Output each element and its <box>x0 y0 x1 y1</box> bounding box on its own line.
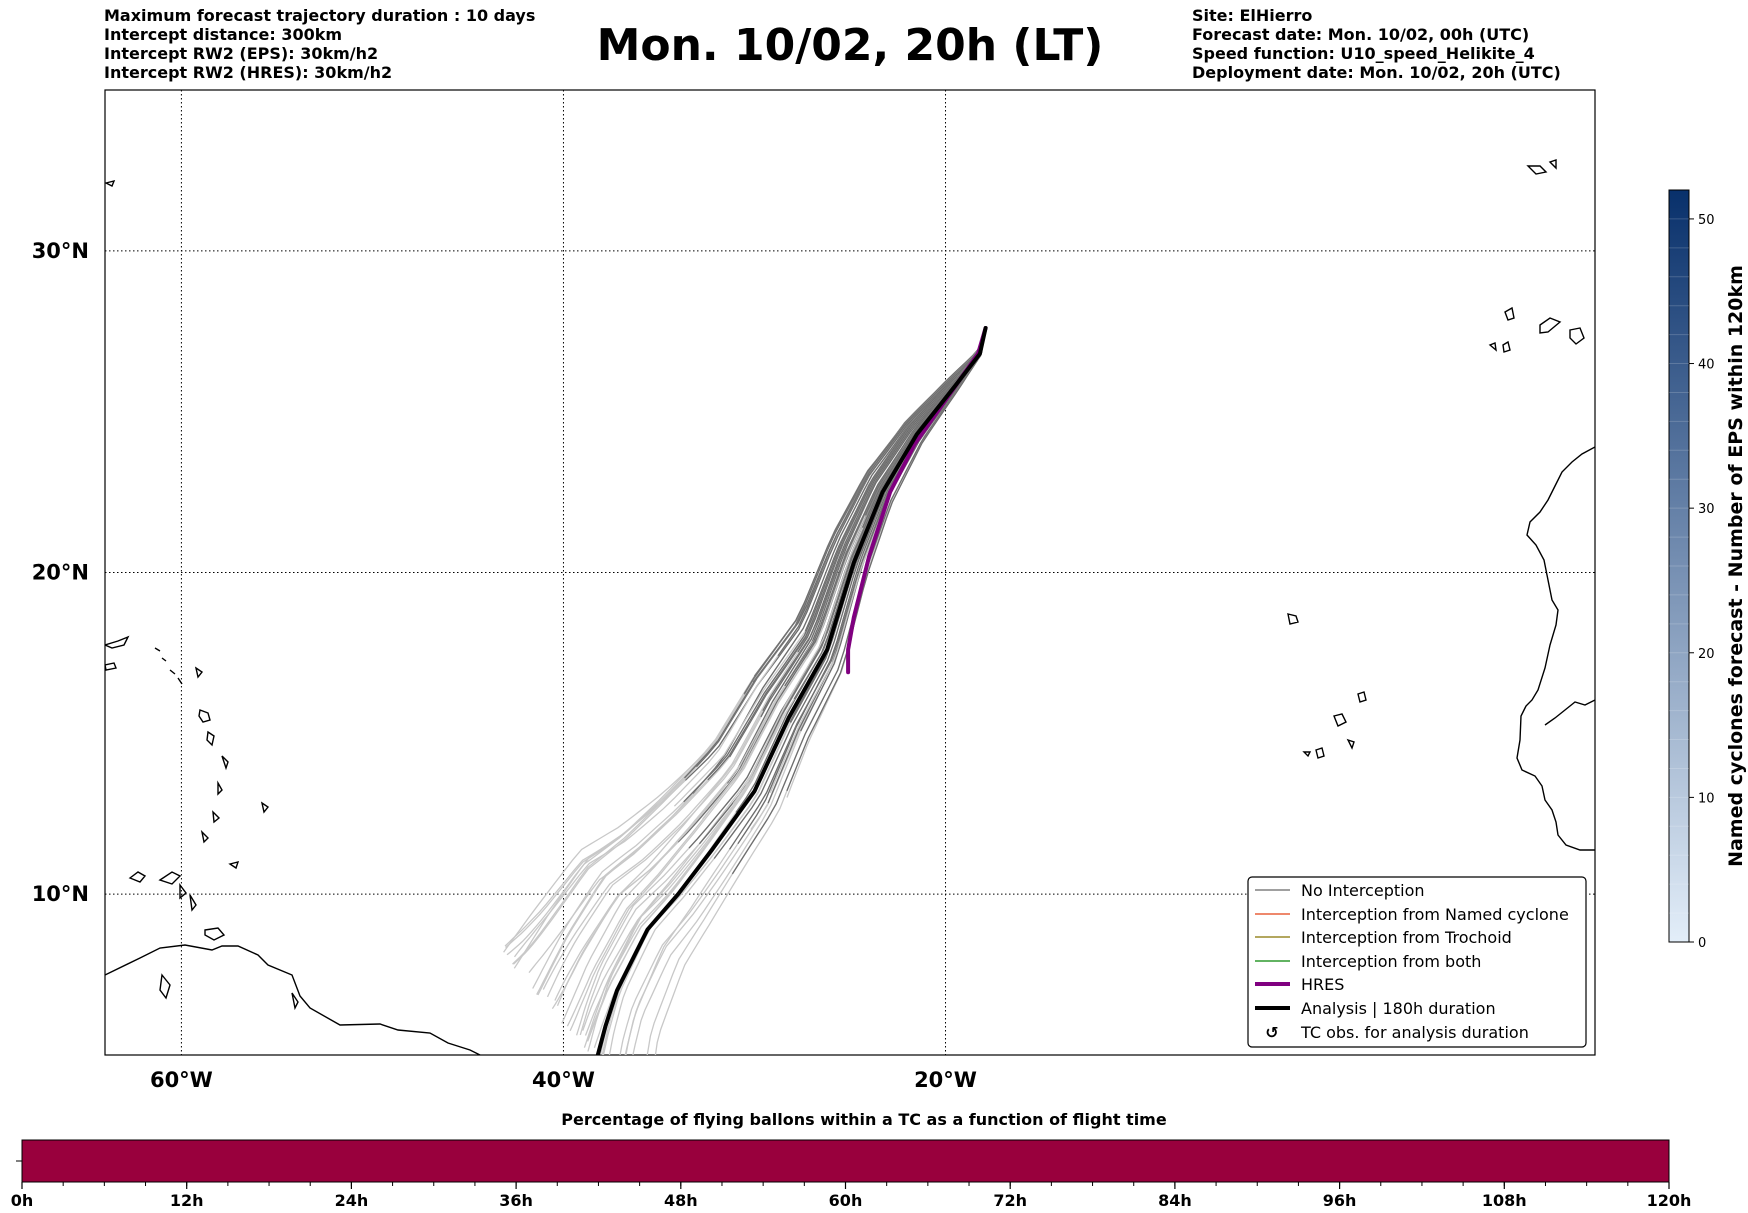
coast-greater-antilles <box>105 635 130 649</box>
time-bar-tick-label: 108h <box>1482 1191 1527 1210</box>
time-bar-tick-label: 36h <box>499 1191 533 1210</box>
lon-tick-label: 40°W <box>532 1068 595 1092</box>
header-left-line: Intercept distance: 300km <box>104 25 343 44</box>
time-bar-tick-label: 12h <box>170 1191 204 1210</box>
lon-tick-label: 20°W <box>914 1068 977 1092</box>
time-bar-tick-label: 96h <box>1323 1191 1357 1210</box>
lon-labels: 60°W 40°W 20°W <box>150 1068 977 1092</box>
ensemble-trajectory-early <box>683 327 987 803</box>
coastline <box>105 159 1595 1055</box>
time-bar-fill <box>22 1140 1669 1182</box>
coast-trinidad <box>204 927 226 941</box>
colorbar-tick-label: 30 <box>1698 502 1715 517</box>
header-right: Site: ElHierro Forecast date: Mon. 10/02… <box>1192 6 1561 82</box>
coast-canaries <box>1488 306 1585 353</box>
time-bar-tick-label: 0h <box>11 1191 34 1210</box>
legend-label: HRES <box>1301 975 1344 994</box>
coast-africa-inlet <box>1544 699 1595 726</box>
time-bar-ticks: 0h 12h 24h 36h 48h 60h 72h 84h 96h 108h 120h <box>11 1182 1692 1210</box>
coast-lesser-antilles <box>154 647 270 870</box>
legend-label: Interception from Trochoid <box>1301 928 1512 947</box>
colorbar: 0 10 20 30 40 50 Named cyclones forecast - Nu… <box>1668 189 1747 951</box>
legend-label: TC obs. for analysis duration <box>1300 1023 1529 1042</box>
tc-obs-icon: ↺ <box>1265 1023 1278 1042</box>
legend-label: Interception from both <box>1301 952 1481 971</box>
colorbar-tick-label: 40 <box>1698 358 1715 373</box>
colorbar-label: Named cyclones forecast - Number of EPS … <box>1725 265 1747 867</box>
time-bar-tick-label: 72h <box>993 1191 1027 1210</box>
coast-madeira <box>1526 159 1557 175</box>
time-bar-tick-label: 120h <box>1647 1191 1692 1210</box>
coast-south-america <box>105 944 481 1055</box>
legend-box <box>1247 876 1587 1048</box>
header-left-line: Maximum forecast trajectory duration : 1… <box>104 6 536 25</box>
lat-tick-label: 20°N <box>32 561 89 585</box>
coast-africa <box>1516 446 1595 851</box>
colorbar-tick-label: 10 <box>1698 791 1715 806</box>
legend-label: Interception from Named cyclone <box>1301 905 1569 924</box>
header-left-line: Intercept RW2 (HRES): 30km/h2 <box>104 63 393 82</box>
header-right-line: Site: ElHierro <box>1192 6 1313 25</box>
coast-island <box>105 662 117 671</box>
analysis-trajectory <box>595 326 988 1055</box>
colorbar-ticks: 0 10 20 30 40 50 <box>1689 213 1715 951</box>
ensemble-trajectory-early <box>786 327 987 792</box>
colorbar-tick-label: 0 <box>1698 936 1706 951</box>
lat-labels: 30°N 20°N 10°N <box>32 239 89 906</box>
time-bar-title: Percentage of flying ballons within a TC… <box>561 1110 1167 1129</box>
lon-tick-label: 60°W <box>150 1068 213 1092</box>
time-bar-tick-label: 84h <box>1158 1191 1192 1210</box>
time-bar-tick-label: 60h <box>829 1191 863 1210</box>
header-right-line: Speed function: U10_speed_Helikite_4 <box>1192 44 1535 63</box>
page-title: Mon. 10/02, 20h (LT) <box>596 20 1104 71</box>
coast-island <box>105 179 116 187</box>
header-right-line: Deployment date: Mon. 10/02, 20h (UTC) <box>1192 63 1561 82</box>
colorbar-bands <box>1669 218 1689 914</box>
time-bar-tick-label: 24h <box>335 1191 369 1210</box>
colorbar-gradient <box>1668 189 1690 943</box>
legend-label: No Interception <box>1301 881 1425 900</box>
legend-label: Analysis | 180h duration <box>1301 999 1496 1018</box>
coast-islands <box>128 871 299 1011</box>
colorbar-tick-label: 50 <box>1698 213 1715 228</box>
lat-tick-label: 10°N <box>32 882 89 906</box>
lat-tick-label: 30°N <box>32 239 89 263</box>
coast-cape-verde <box>1287 613 1367 759</box>
header-left-line: Intercept RW2 (EPS): 30km/h2 <box>104 44 379 63</box>
legend: No Interception Interception from Named … <box>1247 876 1587 1048</box>
time-bar: Percentage of flying ballons within a TC… <box>11 1110 1692 1210</box>
header-left: Maximum forecast trajectory duration : 1… <box>104 6 535 82</box>
header-right-line: Forecast date: Mon. 10/02, 00h (UTC) <box>1192 25 1530 44</box>
colorbar-tick-label: 20 <box>1698 647 1715 662</box>
time-bar-tick-label: 48h <box>664 1191 698 1210</box>
